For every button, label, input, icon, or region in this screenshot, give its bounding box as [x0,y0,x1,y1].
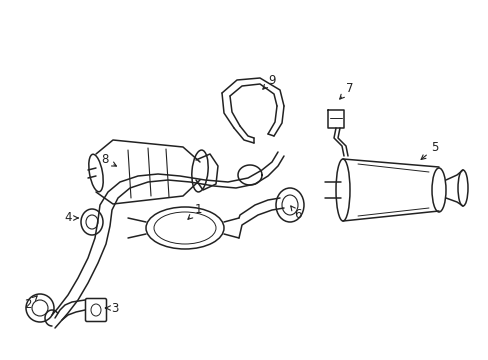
Text: 4: 4 [64,211,78,225]
Text: 6: 6 [290,206,301,221]
Text: 8: 8 [101,153,116,166]
Text: 5: 5 [420,141,438,159]
Text: 2: 2 [24,296,37,311]
Text: 9: 9 [262,73,275,89]
Text: 1: 1 [187,203,202,219]
Text: 3: 3 [105,301,119,315]
Text: 7: 7 [339,81,353,99]
